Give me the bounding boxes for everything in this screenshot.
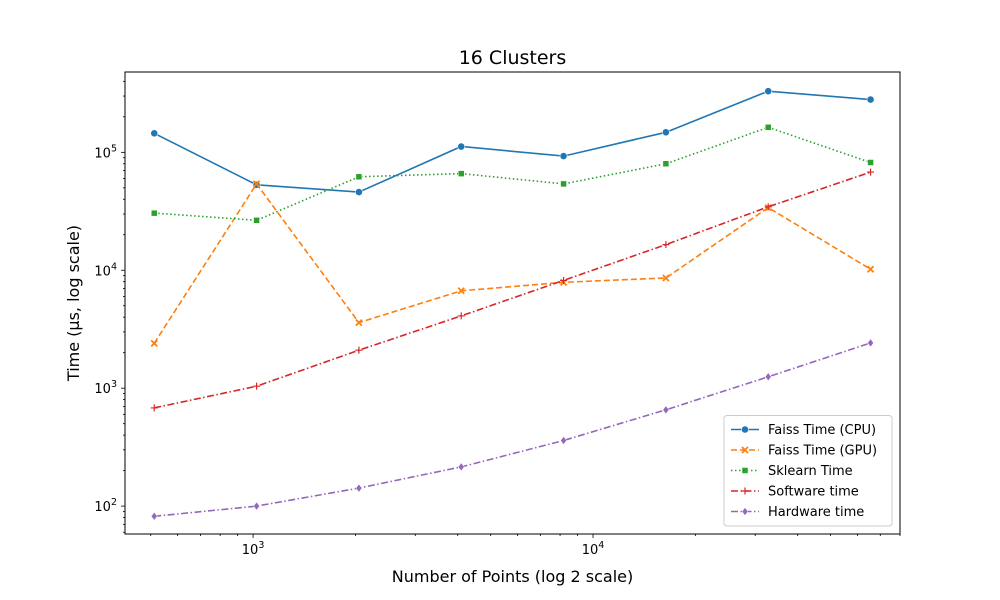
- data-point: [355, 318, 363, 327]
- data-point: [764, 203, 772, 211]
- data-point: [150, 511, 158, 521]
- y-tick-label: 103: [94, 379, 117, 397]
- series-line: [153, 182, 872, 344]
- x-axis: 103 104: [150, 534, 901, 558]
- series-line: [154, 171, 871, 409]
- legend-marker: [741, 507, 749, 516]
- data-point: [150, 209, 158, 217]
- y-axis-label: Time (µs, log scale): [64, 225, 83, 382]
- x-axis-label: Number of Points (log 2 scale): [392, 567, 633, 586]
- plot-frame: [124, 71, 901, 535]
- data-point: [355, 346, 363, 354]
- data-point: [150, 404, 158, 412]
- legend-entry: Faiss Time (GPU): [731, 444, 877, 459]
- x-tick-label: 103: [242, 540, 265, 558]
- y-tick-label: 102: [94, 497, 117, 515]
- legend-entry: Software time: [731, 485, 859, 500]
- series-line: [154, 126, 871, 222]
- data-point: [457, 312, 465, 320]
- series-2: [150, 124, 874, 224]
- data-point: [560, 436, 567, 445]
- data-point: [764, 87, 773, 96]
- data-point: [457, 462, 465, 472]
- data-point: [150, 129, 159, 138]
- legend-marker: [741, 467, 749, 474]
- series-0: [150, 87, 875, 197]
- legend-label: Faiss Time (GPU): [768, 444, 877, 459]
- y-axis: 102 103 104 105: [94, 80, 125, 533]
- data-point: [253, 217, 260, 224]
- legend-entry: Faiss Time (CPU): [731, 423, 876, 438]
- data-point: [867, 159, 874, 166]
- data-point: [867, 168, 875, 176]
- legend-entry: Hardware time: [731, 505, 864, 520]
- data-point: [252, 180, 261, 188]
- legend-marker: [741, 487, 749, 495]
- x-tick-label: 104: [582, 540, 605, 558]
- data-point: [457, 287, 465, 295]
- data-point: [662, 405, 670, 415]
- data-point: [866, 265, 875, 273]
- data-point: [253, 382, 261, 390]
- data-point: [662, 274, 670, 282]
- data-point: [457, 142, 466, 151]
- legend-label: Software time: [768, 485, 859, 500]
- data-point: [457, 170, 465, 177]
- legend-marker: [741, 446, 749, 454]
- data-point: [355, 173, 363, 181]
- legend-label: Hardware time: [768, 505, 864, 520]
- legend-label: Sklearn Time: [768, 464, 853, 479]
- data-point: [560, 180, 567, 188]
- series-1: [150, 180, 875, 347]
- series-line: [153, 90, 871, 193]
- data-point: [560, 276, 568, 284]
- data-point: [764, 372, 772, 382]
- y-tick-label: 105: [94, 143, 117, 161]
- series-line: [154, 342, 871, 518]
- legend-entry: Sklearn Time: [731, 464, 853, 479]
- legend-label: Faiss Time (CPU): [768, 423, 876, 438]
- data-point: [662, 241, 670, 249]
- series-3: [150, 168, 875, 412]
- data-point: [355, 483, 363, 493]
- data-point: [150, 339, 158, 347]
- series-4: [150, 338, 874, 521]
- data-point: [253, 501, 260, 511]
- data-point: [764, 124, 772, 131]
- series-layer: [150, 87, 875, 521]
- data-point: [867, 338, 874, 348]
- data-point: [866, 95, 875, 104]
- data-point: [355, 188, 363, 197]
- legend-box: [723, 415, 893, 527]
- legend: Faiss Time (CPU) Faiss Time (GPU) Sklearn …: [723, 415, 893, 527]
- legend-marker: [741, 425, 749, 434]
- data-point: [662, 160, 670, 168]
- data-point: [559, 152, 568, 160]
- data-point: [661, 128, 670, 137]
- y-tick-label: 104: [94, 261, 117, 279]
- chart-title: 16 Clusters: [459, 47, 567, 69]
